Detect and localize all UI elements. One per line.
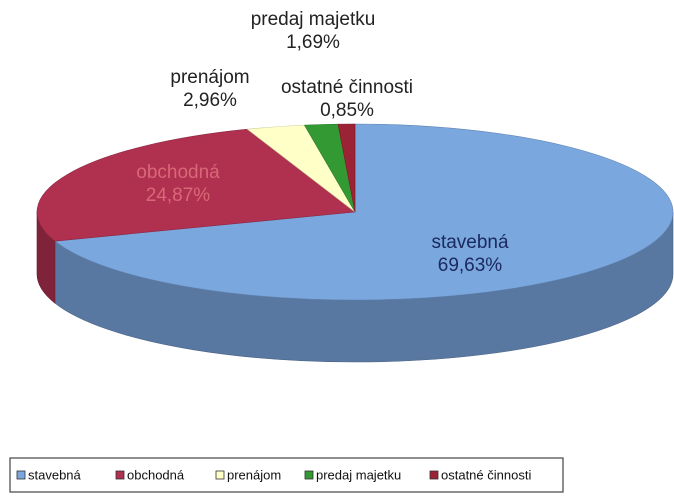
slice-label: ostatné činnosti [281,77,413,98]
pie-slice [36,128,356,242]
slice-label: stavebná [431,232,509,253]
slice-label: obchodná [136,162,220,183]
slice-value-label: 2,96% [183,90,237,111]
legend-swatch [429,470,439,480]
slice-value-label: 1,69% [286,32,340,53]
slice-label: predaj majetku [251,9,376,30]
legend-label: obchodná [127,467,185,482]
legend-swatch [115,470,125,480]
legend-swatch [16,470,26,480]
legend-label: prenájom [227,467,281,482]
slice-value-label: 24,87% [146,185,211,206]
legend-swatch [215,470,225,480]
legend-label: ostatné činnosti [441,467,531,482]
legend-label: stavebná [28,467,82,482]
legend-swatch [304,470,314,480]
pie-slice [337,123,356,213]
legend-label: predaj majetku [316,467,401,482]
slice-value-label: 69,63% [438,255,503,276]
legend-box [9,457,564,493]
slice-label: prenájom [170,67,249,88]
slice-value-label: 0,85% [320,100,374,121]
pie-slice [54,123,674,301]
